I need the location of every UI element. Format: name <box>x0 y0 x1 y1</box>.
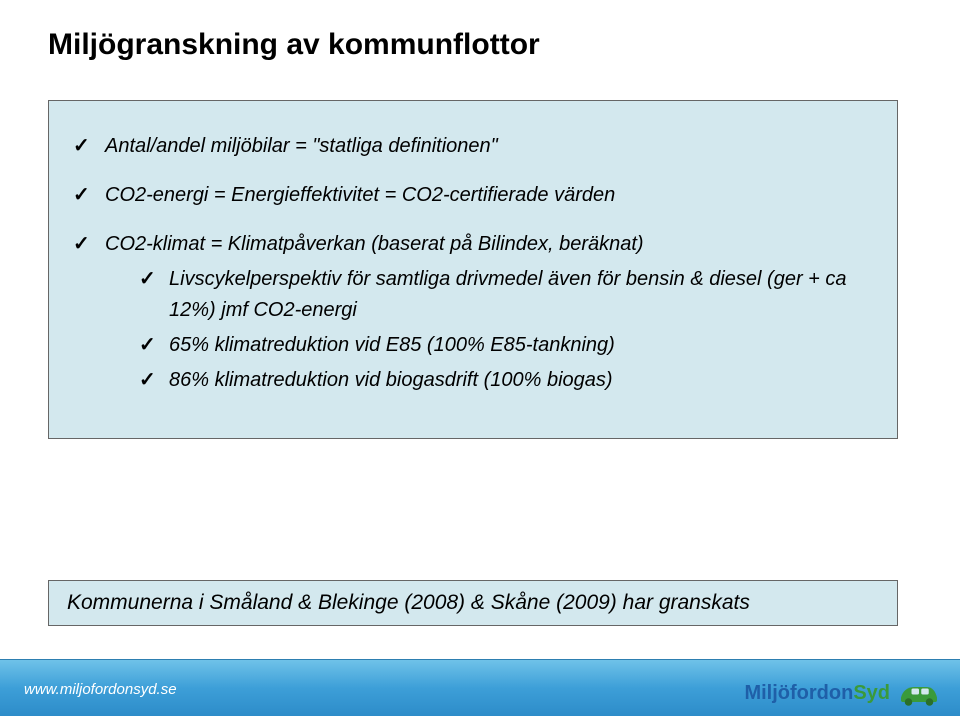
logo-text-suffix: Syd <box>853 682 890 704</box>
sub-bullet-text: 86% klimatreduktion vid biogasdrift (100… <box>169 369 613 391</box>
bullet-text: CO2-klimat = Klimatpåverkan (baserat på … <box>105 233 644 255</box>
logo-text-prefix: Miljöfordon <box>744 682 853 704</box>
footer-panel: Kommunerna i Småland & Blekinge (2008) &… <box>48 580 898 626</box>
sub-bullet-list: Livscykelperspektiv för samtliga drivmed… <box>105 264 873 396</box>
bullet-item: CO2-energi = Energieffektivitet = CO2-ce… <box>73 180 873 211</box>
sub-bullet-item: 86% klimatreduktion vid biogasdrift (100… <box>105 365 873 396</box>
logo: MiljöfordonSyd <box>744 678 942 708</box>
content-panel: Antal/andel miljöbilar = "statliga defin… <box>48 100 898 439</box>
car-icon <box>896 678 942 708</box>
footer-url: www.miljofordonsyd.se <box>24 681 177 698</box>
sub-bullet-text: 65% klimatreduktion vid E85 (100% E85-ta… <box>169 334 615 356</box>
slide-title: Miljögranskning av kommunflottor <box>48 28 540 62</box>
bullet-item: CO2-klimat = Klimatpåverkan (baserat på … <box>73 229 873 396</box>
sub-bullet-text: Livscykelperspektiv för samtliga drivmed… <box>169 268 847 321</box>
slide: Miljögranskning av kommunflottor Antal/a… <box>0 0 960 716</box>
sub-bullet-item: 65% klimatreduktion vid E85 (100% E85-ta… <box>105 330 873 361</box>
bullet-text: CO2-energi = Energieffektivitet = CO2-ce… <box>105 184 615 206</box>
bullet-list: Antal/andel miljöbilar = "statliga defin… <box>73 131 873 396</box>
sub-bullet-item: Livscykelperspektiv för samtliga drivmed… <box>105 264 873 326</box>
logo-text: MiljöfordonSyd <box>744 682 890 705</box>
bullet-item: Antal/andel miljöbilar = "statliga defin… <box>73 131 873 162</box>
bullet-text: Antal/andel miljöbilar = "statliga defin… <box>105 135 498 157</box>
footer-text: Kommunerna i Småland & Blekinge (2008) &… <box>67 591 750 614</box>
bottom-bar: www.miljofordonsyd.se MiljöfordonSyd <box>0 659 960 716</box>
